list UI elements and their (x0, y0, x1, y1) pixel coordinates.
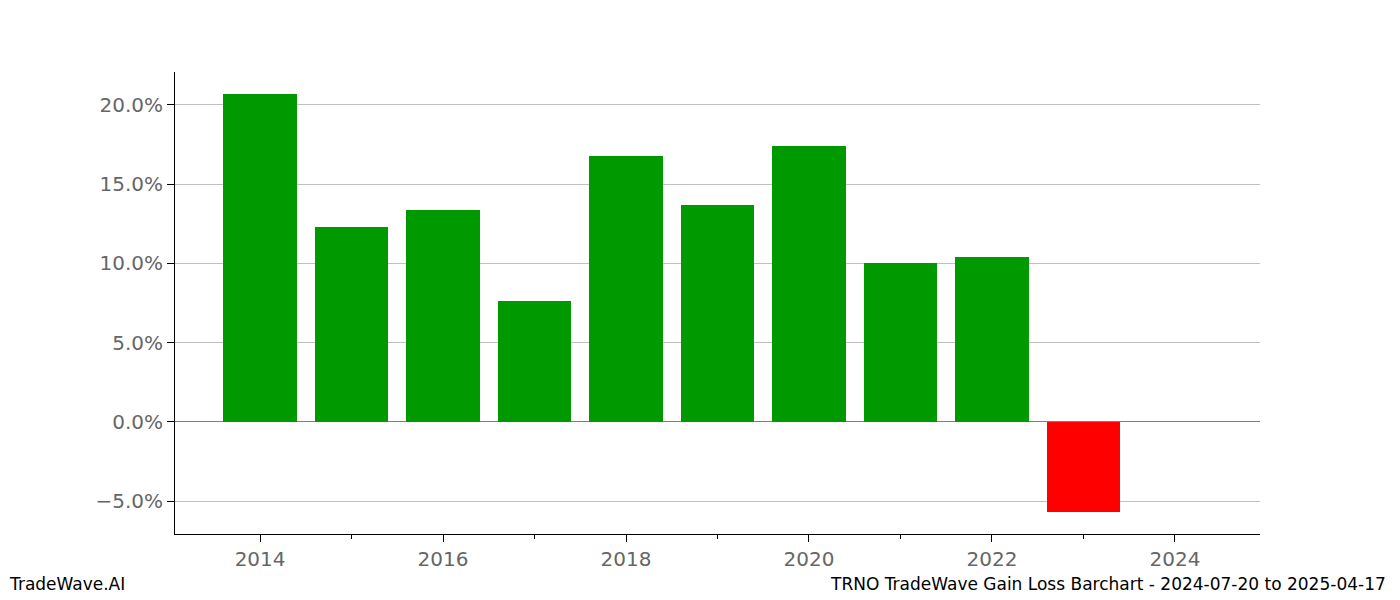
svg-text:2018: 2018 (601, 547, 652, 571)
svg-text:2024: 2024 (1149, 547, 1200, 571)
svg-text:TRNO TradeWave Gain Loss Barch: TRNO TradeWave Gain Loss Barchart - 2024… (830, 574, 1386, 594)
svg-text:10.0%: 10.0% (99, 251, 163, 275)
svg-text:2022: 2022 (966, 547, 1017, 571)
svg-text:2014: 2014 (235, 547, 286, 571)
svg-text:2020: 2020 (784, 547, 835, 571)
svg-text:15.0%: 15.0% (99, 172, 163, 196)
svg-text:2016: 2016 (418, 547, 469, 571)
svg-text:0.0%: 0.0% (112, 410, 163, 434)
svg-text:−5.0%: −5.0% (95, 489, 163, 513)
svg-text:5.0%: 5.0% (112, 331, 163, 355)
svg-text:20.0%: 20.0% (99, 93, 163, 117)
svg-text:TradeWave.AI: TradeWave.AI (9, 574, 125, 594)
